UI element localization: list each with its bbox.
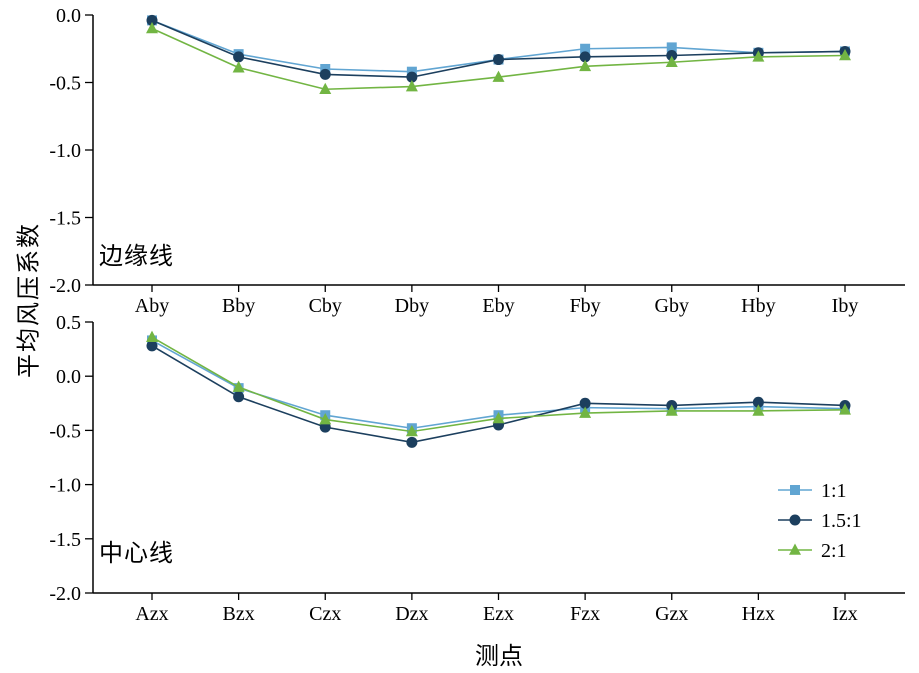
x-axis-title: 测点 <box>475 644 523 670</box>
marker-circle <box>406 71 418 83</box>
y-tick-label: -1.0 <box>49 475 81 497</box>
marker-triangle <box>839 49 851 61</box>
series-line-circle <box>151 19 846 78</box>
marker-triangle <box>146 22 158 34</box>
y-tick-label: 0.5 <box>56 312 81 334</box>
x-tick-label: Bby <box>222 295 255 317</box>
marker-triangle <box>665 404 678 416</box>
marker-square <box>790 485 800 495</box>
x-tick-label: Azx <box>135 603 168 625</box>
x-tick-label: Izx <box>832 603 858 625</box>
x-tick-label: Gby <box>655 295 689 317</box>
marker-triangle <box>492 70 505 82</box>
marker-circle <box>319 68 331 80</box>
x-tick-label: Fby <box>570 295 601 317</box>
x-tick-label: Czx <box>309 603 341 625</box>
marker-circle <box>406 436 418 448</box>
y-tick-label: -0.5 <box>49 73 81 95</box>
marker-triangle <box>839 403 851 415</box>
panel-label-center-line: 中心线 <box>99 541 174 567</box>
x-tick-label: Aby <box>135 295 169 317</box>
marker-circle <box>666 50 678 61</box>
marker-triangle <box>232 380 245 392</box>
marker-triangle <box>579 59 592 72</box>
x-tick-label: Cby <box>309 295 342 317</box>
marker-circle <box>789 514 801 526</box>
marker-triangle <box>789 543 801 555</box>
marker-triangle <box>492 411 505 424</box>
y-tick-label: -1.5 <box>49 208 81 230</box>
legend-label: 2:1 <box>821 540 847 562</box>
marker-circle <box>233 51 245 63</box>
marker-triangle <box>665 55 678 68</box>
x-tick-label: Hby <box>741 295 775 317</box>
y-tick-label: 0.0 <box>56 5 81 27</box>
x-tick-label: Bzx <box>223 603 255 625</box>
marker-triangle <box>405 424 418 437</box>
x-tick-label: Iby <box>832 295 859 317</box>
marker-triangle <box>405 80 418 92</box>
marker-square <box>666 42 677 53</box>
marker-triangle <box>319 82 332 95</box>
marker-triangle <box>752 50 765 62</box>
marker-circle <box>146 14 158 26</box>
y-tick-label: -2.0 <box>49 583 81 605</box>
marker-triangle <box>319 413 332 425</box>
y-tick-label: -1.0 <box>49 140 81 162</box>
x-tick-label: Dby <box>395 295 429 317</box>
y-tick-label: -2.0 <box>49 275 81 297</box>
marker-triangle <box>146 330 158 342</box>
marker-circle <box>146 340 158 352</box>
y-tick-label: -1.5 <box>49 529 81 551</box>
x-tick-label: Ezx <box>483 603 514 625</box>
marker-square <box>580 43 591 54</box>
legend-label: 1:1 <box>821 480 847 502</box>
x-tick-label: Gzx <box>655 603 688 625</box>
x-tick-label: Eby <box>482 295 514 317</box>
y-tick-label: 0.0 <box>56 366 81 388</box>
legend-label: 1.5:1 <box>821 510 862 532</box>
marker-circle <box>752 396 764 408</box>
marker-circle <box>579 51 591 63</box>
marker-circle <box>233 391 245 403</box>
x-tick-label: Hzx <box>742 603 775 625</box>
x-tick-label: Fzx <box>570 603 600 625</box>
marker-circle <box>579 397 591 409</box>
marker-triangle <box>232 61 245 73</box>
y-tick-label: -0.5 <box>49 420 81 442</box>
panel-label-edge-line: 边缘线 <box>99 244 174 270</box>
marker-circle <box>493 54 504 66</box>
marker-triangle <box>752 404 765 416</box>
marker-triangle <box>579 406 592 418</box>
x-tick-label: Dzx <box>395 603 428 625</box>
marker-circle <box>319 421 331 433</box>
